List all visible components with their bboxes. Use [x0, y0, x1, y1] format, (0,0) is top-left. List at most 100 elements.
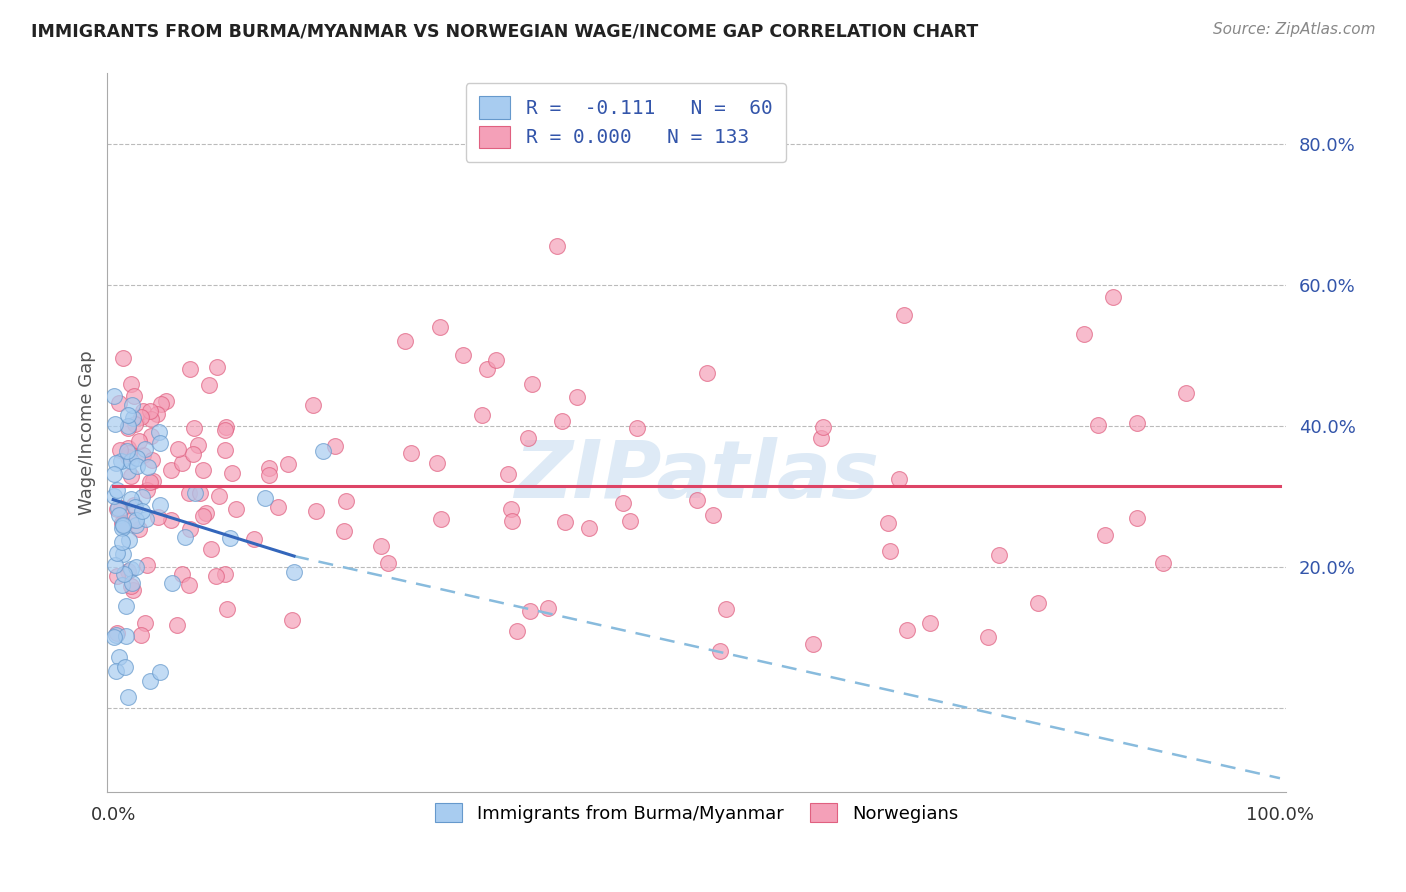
Point	[333, 524, 356, 538]
Point	[107, 508, 129, 522]
Point	[111, 521, 134, 535]
Point	[107, 649, 129, 664]
Point	[129, 410, 152, 425]
Point	[205, 359, 228, 374]
Point	[977, 630, 1000, 644]
Point	[160, 575, 183, 590]
Point	[221, 466, 243, 480]
Point	[145, 407, 167, 421]
Point	[626, 421, 648, 435]
Point	[111, 577, 134, 591]
Point	[1126, 417, 1149, 431]
Point	[612, 496, 634, 510]
Point	[177, 485, 200, 500]
Point	[166, 618, 188, 632]
Point	[323, 439, 346, 453]
Point	[107, 500, 129, 515]
Point	[1152, 556, 1174, 570]
Point	[111, 518, 134, 533]
Point	[122, 389, 145, 403]
Point	[105, 502, 128, 516]
Point	[1028, 597, 1050, 611]
Point	[714, 602, 737, 616]
Point	[499, 502, 522, 516]
Point	[111, 547, 134, 561]
Point	[430, 512, 453, 526]
Point	[135, 512, 157, 526]
Point	[134, 615, 156, 630]
Point	[259, 461, 281, 475]
Point	[115, 629, 138, 643]
Point	[117, 690, 139, 705]
Point	[128, 434, 150, 449]
Point	[142, 474, 165, 488]
Point	[1126, 511, 1149, 525]
Point	[312, 444, 335, 458]
Point	[117, 564, 139, 578]
Point	[170, 567, 193, 582]
Point	[135, 558, 157, 573]
Point	[105, 628, 128, 642]
Point	[131, 490, 153, 504]
Point	[121, 410, 143, 425]
Point	[546, 239, 568, 253]
Point	[148, 425, 170, 439]
Point	[283, 565, 305, 579]
Point	[117, 421, 139, 435]
Point	[305, 503, 328, 517]
Point	[191, 508, 214, 523]
Point	[281, 613, 304, 627]
Point	[118, 533, 141, 548]
Point	[146, 510, 169, 524]
Point	[811, 419, 834, 434]
Point	[887, 472, 910, 486]
Point	[114, 660, 136, 674]
Point	[1094, 528, 1116, 542]
Point	[370, 539, 392, 553]
Point	[107, 396, 129, 410]
Point	[214, 566, 236, 581]
Point	[111, 519, 134, 533]
Point	[177, 578, 200, 592]
Point	[187, 437, 209, 451]
Point	[183, 421, 205, 435]
Point	[139, 428, 162, 442]
Point	[225, 501, 247, 516]
Point	[135, 483, 157, 498]
Point	[179, 362, 201, 376]
Point	[103, 389, 125, 403]
Point	[267, 500, 290, 514]
Point	[259, 467, 281, 482]
Point	[115, 599, 138, 613]
Point	[149, 498, 172, 512]
Point	[120, 562, 142, 576]
Point	[879, 543, 901, 558]
Point	[1175, 385, 1198, 400]
Point	[127, 451, 149, 466]
Point	[173, 530, 195, 544]
Point	[120, 377, 142, 392]
Point	[810, 432, 832, 446]
Point	[475, 362, 498, 376]
Point	[896, 623, 918, 637]
Point	[519, 605, 541, 619]
Point	[129, 627, 152, 641]
Point	[160, 512, 183, 526]
Text: ZIPatlas: ZIPatlas	[515, 437, 879, 515]
Point	[567, 390, 589, 404]
Point	[120, 579, 142, 593]
Point	[520, 377, 543, 392]
Point	[104, 558, 127, 573]
Point	[136, 459, 159, 474]
Point	[149, 435, 172, 450]
Point	[120, 492, 142, 507]
Point	[451, 348, 474, 362]
Point	[125, 560, 148, 574]
Point	[208, 489, 231, 503]
Point	[111, 535, 134, 549]
Point	[702, 508, 724, 523]
Point	[134, 442, 156, 457]
Point	[141, 452, 163, 467]
Point	[132, 404, 155, 418]
Point	[190, 485, 212, 500]
